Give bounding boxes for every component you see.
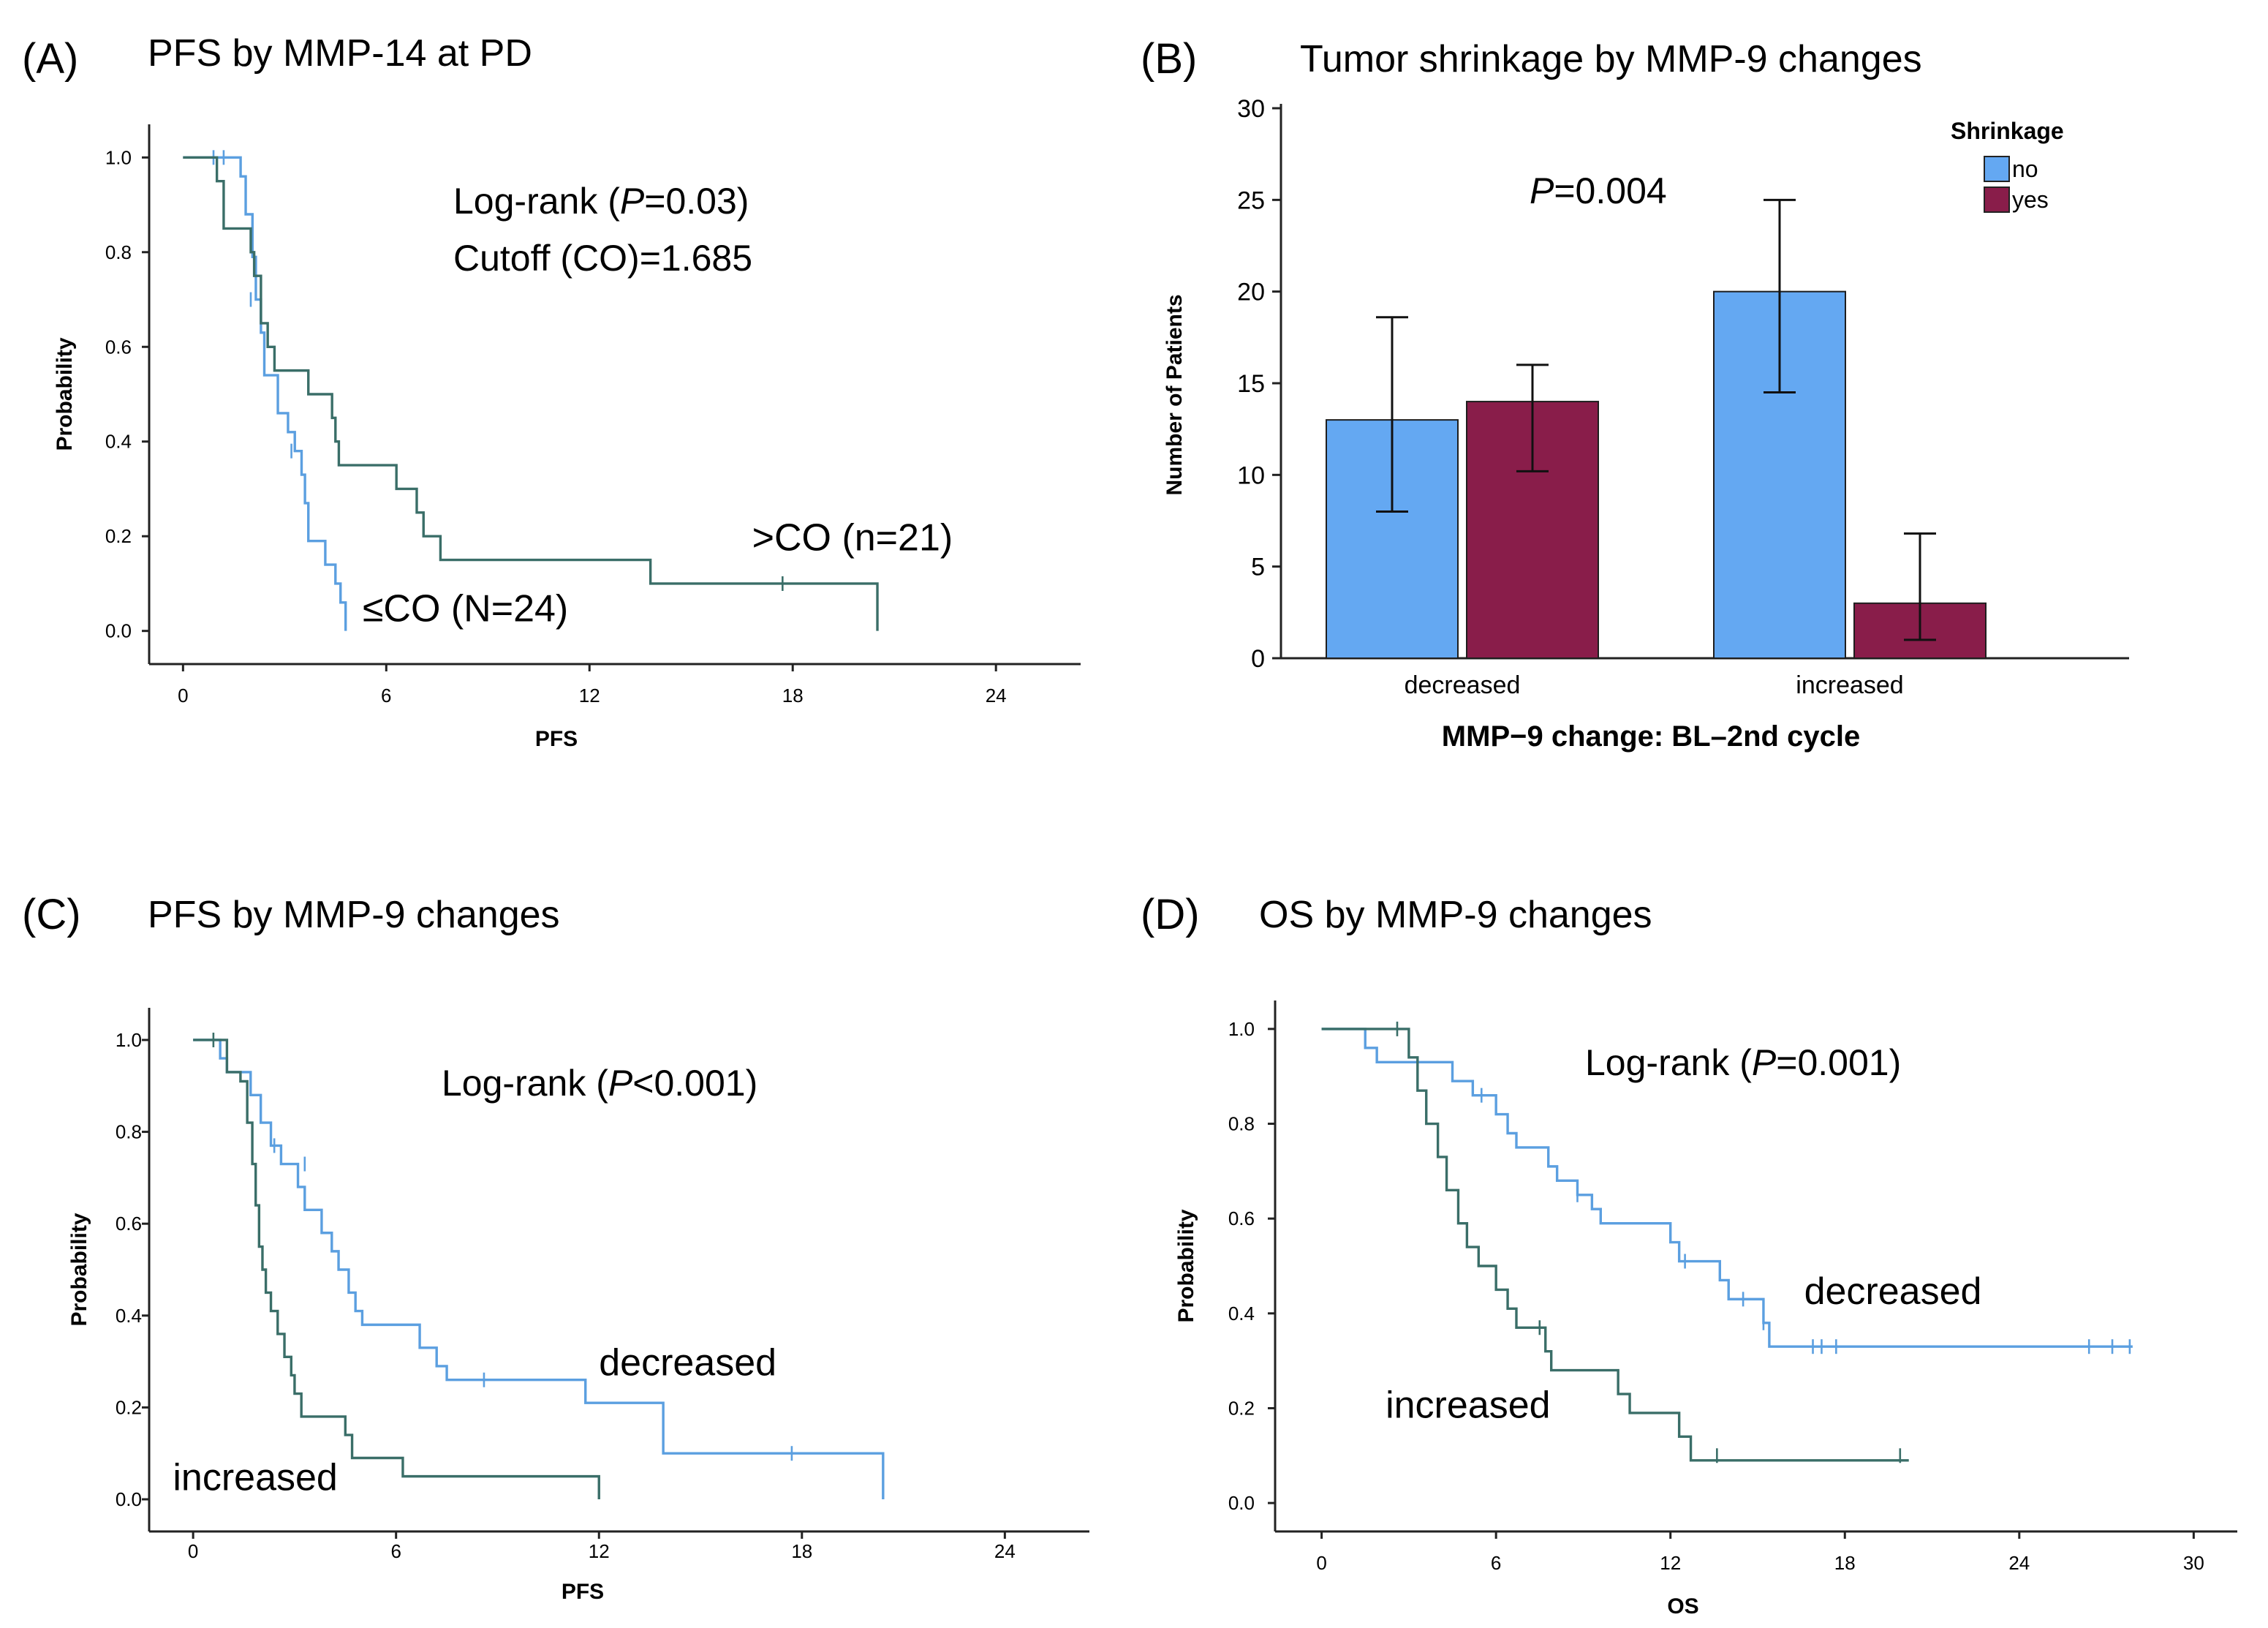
panel-a-y-tick-label: 0.2 [105, 525, 132, 547]
panel-b-category-label: decreased [1405, 671, 1521, 699]
panel-a-km-plot: 0 6 12 18 24 0.0 0.2 0.4 0.6 0.8 1.0 PFS Probability… [53, 124, 1081, 751]
panel-a-x-tick-label: 0 [178, 685, 188, 706]
panel-c-x-tick-label: 24 [994, 1540, 1016, 1562]
panel-a-x-axis-title: PFS [535, 727, 578, 751]
panel-d-y-tick-label: 0.0 [1228, 1492, 1255, 1514]
panel-c-y-tick-label: 0.2 [116, 1396, 142, 1418]
panel-b-x-axis-title: MMP−9 change: BL–2nd cycle [1442, 720, 1860, 753]
panel-c-x-tick-label: 0 [188, 1540, 198, 1562]
panel-d-series-decreased-curve [1321, 1028, 2133, 1348]
panel-b-y-tick-label: 15 [1237, 370, 1265, 398]
panel-b-title: Tumor shrinkage by MMP-9 changes [1300, 38, 1922, 80]
panel-d-km-plot: 0 6 12 18 24 30 0.0 0.2 0.4 0.6 0.8 1.0 OS Probabilit… [1174, 1000, 2237, 1618]
panel-a-x-tick-label: 18 [782, 685, 804, 706]
panel-c-x-tick-label: 6 [390, 1540, 401, 1562]
panel-d-x-tick-label: 18 [1834, 1552, 1856, 1574]
panel-a-annotation-line: Log-rank (P=0.03) [453, 181, 749, 222]
panel-b-legend-label-yes: yes [2012, 186, 2049, 213]
panel-d-x-tick-label: 24 [2008, 1552, 2030, 1574]
panel-a-y-tick-label: 0.6 [105, 336, 132, 358]
panel-b-legend-title: Shrinkage [1951, 118, 2064, 144]
panel-b-y-tick-label: 25 [1237, 186, 1265, 214]
panel-d-x-tick-label: 30 [2183, 1552, 2204, 1574]
panel-b-y-tick-label: 5 [1251, 554, 1265, 581]
panel-a-y-tick-label: 0.0 [105, 620, 132, 642]
panel-c-series-increased-label: increased [173, 1456, 337, 1499]
panel-b-y-tick-label: 0 [1251, 645, 1265, 673]
panel-d-y-tick-label: 0.6 [1228, 1207, 1255, 1229]
panel-c-y-tick-label: 0.6 [116, 1213, 142, 1235]
panel-c-label: (C) [22, 891, 81, 938]
panel-d-annotation-line: Log-rank (P=0.001) [1585, 1042, 1901, 1083]
panel-c-x-tick-label: 18 [791, 1540, 812, 1562]
panel-b-legend-swatch-yes [1984, 186, 2010, 213]
panel-a-y-tick-label: 0.8 [105, 241, 132, 263]
panel-b-y-tick-label: 30 [1237, 95, 1265, 123]
panel-c-y-tick-label: 1.0 [116, 1029, 142, 1051]
panel-a-title: PFS by MMP-14 at PD [148, 32, 532, 75]
panel-b-bar-chart: 0 5 10 15 20 25 30 decreased increased MMP−9 chan… [1163, 95, 2129, 753]
panel-b-category-label: increased [1796, 671, 1903, 699]
panel-b-legend-swatch-no [1984, 156, 2010, 182]
panel-b-y-tick-label: 10 [1237, 461, 1265, 489]
panel-d-series-decreased-label: decreased [1804, 1270, 1982, 1313]
panel-c-annotation-line: Log-rank (P<0.001) [442, 1063, 757, 1104]
panel-d-y-tick-label: 0.2 [1228, 1397, 1255, 1419]
panel-c-series-increased-curve [193, 1039, 600, 1500]
panel-c-y-tick-label: 0.0 [116, 1488, 142, 1510]
panel-a-x-tick-label: 12 [579, 685, 600, 706]
panel-d-x-axis-title: OS [1667, 1594, 1698, 1618]
panel-d-title: OS by MMP-9 changes [1259, 894, 1652, 936]
panel-a-series-co-n-24-label: ≤CO (N=24) [363, 588, 568, 630]
panel-d-y-axis-title: Probability [1174, 1209, 1198, 1322]
panel-d-y-tick-label: 0.4 [1228, 1303, 1255, 1324]
panel-c-y-axis-title: Probability [67, 1213, 91, 1326]
panel-a-series-co-n-21-label: >CO (n=21) [752, 517, 953, 559]
panel-c-y-tick-label: 0.4 [116, 1305, 142, 1327]
panel-d-series-increased-curve [1321, 1028, 1909, 1462]
panel-d-series-increased-label: increased [1386, 1384, 1550, 1426]
panel-a-series-co-n-21-curve [183, 156, 879, 631]
panel-b-y-axis-title: Number of Patients [1163, 294, 1187, 495]
panel-a-x-tick-label: 6 [381, 685, 391, 706]
panel-c-series-decreased-label: decreased [599, 1341, 776, 1384]
panel-b-annotation-line: P=0.004 [1530, 170, 1667, 211]
panel-c-x-axis-title: PFS [562, 1580, 604, 1604]
panel-a-y-axis-title: Probability [53, 337, 77, 451]
panel-c-series-decreased-curve [193, 1039, 885, 1500]
panel-c-title: PFS by MMP-9 changes [148, 894, 560, 936]
panel-a-x-tick-label: 24 [986, 685, 1007, 706]
panel-a-y-tick-label: 0.4 [105, 431, 132, 453]
panel-b-label: (B) [1141, 35, 1197, 83]
panel-d-x-tick-label: 0 [1316, 1552, 1326, 1574]
panel-a-y-tick-label: 1.0 [105, 146, 132, 168]
panel-d-y-tick-label: 1.0 [1228, 1018, 1255, 1040]
panel-c-y-tick-label: 0.8 [116, 1121, 142, 1143]
panel-c-x-tick-label: 12 [589, 1540, 610, 1562]
panel-d-x-tick-label: 6 [1491, 1552, 1501, 1574]
panel-d-x-tick-label: 12 [1660, 1552, 1681, 1574]
panel-a-series-co-n-24-curve [183, 156, 347, 631]
panel-b-y-tick-label: 20 [1237, 279, 1265, 306]
panel-d-label: (D) [1141, 891, 1200, 938]
panel-d-y-tick-label: 0.8 [1228, 1113, 1255, 1135]
panel-b-legend-label-no: no [2012, 156, 2038, 182]
panel-c-km-plot: 0 6 12 18 24 0.0 0.2 0.4 0.6 0.8 1.0 PFS Probability… [67, 1008, 1089, 1604]
panel-a-label: (A) [22, 35, 78, 83]
panel-a-annotation-line: Cutoff (CO)=1.685 [453, 238, 752, 279]
